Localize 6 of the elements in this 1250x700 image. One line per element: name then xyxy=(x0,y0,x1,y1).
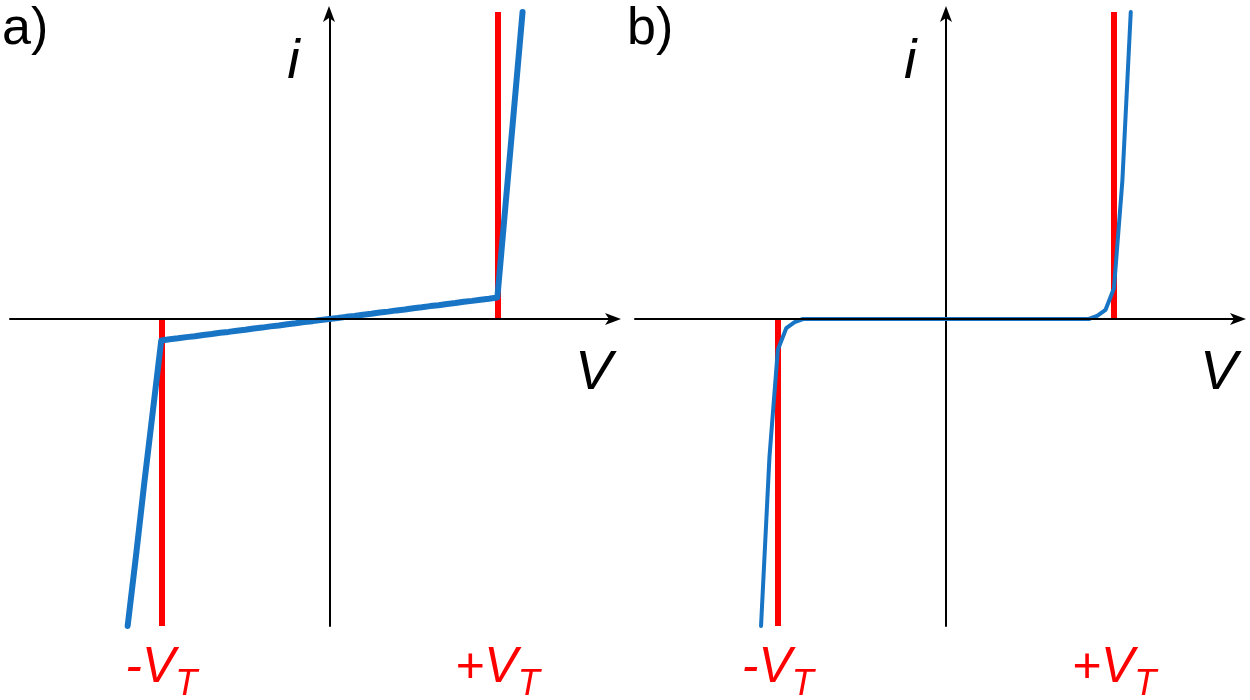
chart-title: a) xyxy=(2,0,49,55)
x-axis-title: V xyxy=(1200,337,1242,401)
y-axis-title: i xyxy=(287,26,302,90)
y-axis-title: i xyxy=(903,26,918,90)
x-axis-title: V xyxy=(575,337,617,401)
chart-title: b) xyxy=(627,0,674,55)
